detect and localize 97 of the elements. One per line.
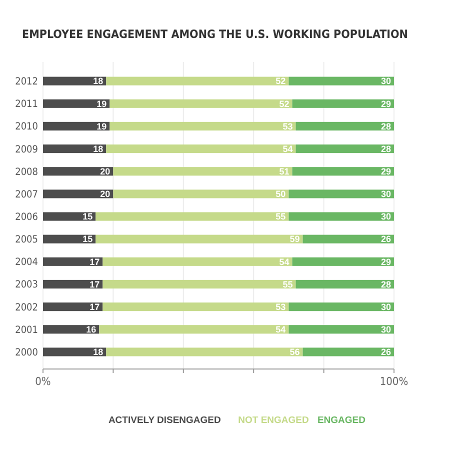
data-label: 18 xyxy=(93,144,104,154)
text: ACTIVELY DISENGAGED xyxy=(108,415,222,426)
y-tick-label: 2004 xyxy=(15,257,38,268)
data-label: 54 xyxy=(282,144,293,154)
bar xyxy=(113,167,292,176)
bar xyxy=(296,122,394,130)
data-label: 15 xyxy=(82,234,93,244)
data-label: 52 xyxy=(276,76,286,86)
y-tick-label: 2003 xyxy=(15,280,38,291)
y-tick-label: 2005 xyxy=(15,234,38,246)
bar xyxy=(110,122,296,130)
data-label: 50 xyxy=(276,189,286,200)
data-label: 17 xyxy=(90,302,100,312)
x-tick-label: 0% xyxy=(35,375,51,388)
bar xyxy=(110,99,292,108)
data-label: 30 xyxy=(380,76,391,86)
data-label: 26 xyxy=(380,234,391,244)
x-tick-label: 100% xyxy=(380,375,408,388)
data-label: 20 xyxy=(100,189,110,200)
data-label: 54 xyxy=(279,256,290,267)
bar xyxy=(43,234,96,244)
bar xyxy=(43,76,106,86)
data-label: 15 xyxy=(82,212,93,222)
chart-title: EMPLOYEE ENGAGEMENT AMONG THE U.S. WORKING POPULATION xyxy=(22,27,408,41)
text: ENGAGED xyxy=(317,415,366,426)
data-label: 54 xyxy=(276,324,286,335)
data-label: 51 xyxy=(279,166,290,177)
bar xyxy=(102,302,289,312)
bar xyxy=(102,257,292,266)
bar xyxy=(113,190,289,198)
bar xyxy=(43,190,114,198)
bar xyxy=(43,325,100,334)
bar xyxy=(288,76,394,86)
text: NOT ENGAGED xyxy=(238,415,310,426)
data-label: 18 xyxy=(93,347,104,358)
data-label: 59 xyxy=(290,234,300,244)
y-tick-label: 2011 xyxy=(15,99,38,110)
bar xyxy=(43,99,110,108)
data-label: 28 xyxy=(380,279,391,290)
data-label: 28 xyxy=(380,144,391,154)
bar xyxy=(43,144,106,154)
data-label: 30 xyxy=(380,212,391,222)
data-label: 30 xyxy=(380,189,391,200)
data-label: 53 xyxy=(276,302,286,312)
y-tick-label: 2002 xyxy=(15,302,38,314)
bar xyxy=(106,348,303,356)
data-label: 30 xyxy=(380,324,391,335)
y-tick-label: 2010 xyxy=(15,122,38,133)
data-label: 29 xyxy=(380,98,391,109)
bar xyxy=(43,212,96,221)
bar xyxy=(99,325,289,334)
data-label: 53 xyxy=(282,121,293,132)
data-label: 16 xyxy=(86,324,96,335)
bar xyxy=(96,234,303,244)
bar xyxy=(288,302,394,312)
bar xyxy=(43,348,106,356)
bar xyxy=(292,257,394,266)
bar xyxy=(292,167,394,176)
bar xyxy=(296,144,394,154)
data-label: 17 xyxy=(90,279,100,290)
bar xyxy=(302,234,394,244)
y-tick-label: 2008 xyxy=(15,166,38,178)
bar xyxy=(43,302,103,312)
data-label: 19 xyxy=(96,98,107,109)
bar xyxy=(106,76,289,86)
bar xyxy=(288,212,394,221)
data-label: 28 xyxy=(380,121,391,132)
bar xyxy=(43,280,103,289)
data-label: 56 xyxy=(290,347,300,358)
data-label: 30 xyxy=(380,302,391,312)
data-label: 20 xyxy=(100,166,110,177)
data-label: 29 xyxy=(380,256,391,267)
y-tick-label: 2007 xyxy=(15,189,38,200)
bar xyxy=(43,257,103,266)
data-label: 19 xyxy=(96,121,107,132)
y-tick-label: 2009 xyxy=(15,144,38,156)
data-label: 29 xyxy=(380,166,391,177)
bar xyxy=(96,212,289,221)
bar xyxy=(102,280,296,289)
data-label: 55 xyxy=(276,212,286,222)
data-label: 17 xyxy=(90,256,100,267)
data-label: 52 xyxy=(279,98,290,109)
bar xyxy=(43,167,114,176)
y-tick-label: 2001 xyxy=(15,324,38,336)
bar xyxy=(296,280,394,289)
bar xyxy=(106,144,296,154)
data-label: 18 xyxy=(93,76,104,86)
bar xyxy=(288,325,394,334)
y-tick-label: 2006 xyxy=(15,212,38,223)
bar xyxy=(288,190,394,198)
bar xyxy=(43,122,110,130)
y-tick-label: 2000 xyxy=(15,347,38,358)
bar xyxy=(292,99,394,108)
y-tick-label: 2012 xyxy=(15,76,38,88)
data-label: 26 xyxy=(380,347,391,358)
bar xyxy=(302,348,394,356)
data-label: 55 xyxy=(282,279,293,290)
